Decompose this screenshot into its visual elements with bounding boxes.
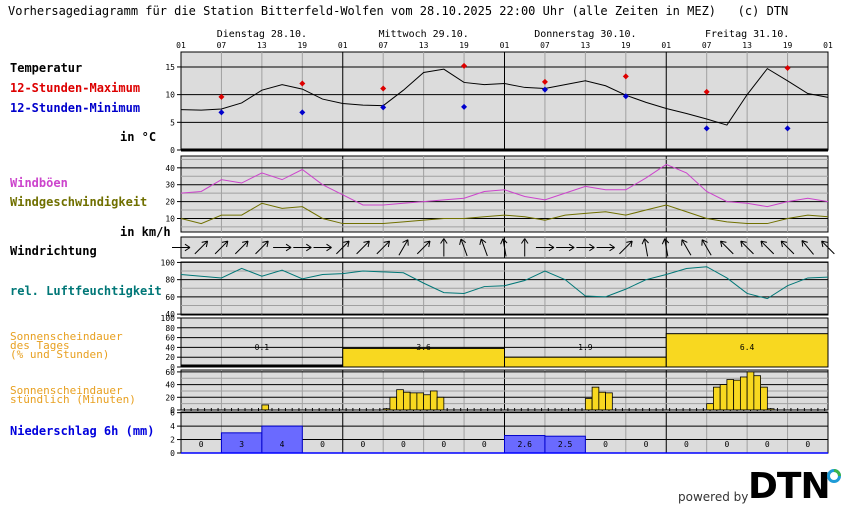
label-wind-speed: Windgeschwindigkeit [10, 195, 148, 209]
svg-text:0: 0 [603, 440, 608, 449]
svg-text:01: 01 [661, 41, 671, 50]
svg-text:19: 19 [297, 41, 307, 50]
powered-by-text: powered by [678, 490, 749, 504]
svg-text:40: 40 [165, 343, 175, 352]
svg-text:60: 60 [165, 334, 175, 343]
svg-text:07: 07 [217, 41, 227, 50]
label-precipitation: Niederschlag 6h (mm) [10, 424, 155, 438]
dtn-logo: DTN [748, 466, 841, 507]
svg-text:0: 0 [684, 440, 689, 449]
svg-text:13: 13 [257, 41, 267, 50]
page-title: Vorhersagediagramm für die Station Bitte… [8, 4, 789, 18]
svg-text:15: 15 [165, 63, 175, 72]
svg-text:40: 40 [165, 164, 175, 173]
svg-text:40: 40 [165, 381, 175, 390]
svg-text:0: 0 [765, 440, 770, 449]
svg-text:10: 10 [165, 214, 175, 223]
svg-text:2.5: 2.5 [558, 440, 573, 449]
svg-text:0: 0 [170, 146, 175, 155]
svg-text:0: 0 [482, 440, 487, 449]
svg-text:100: 100 [161, 258, 176, 267]
svg-text:19: 19 [783, 41, 793, 50]
svg-text:6.4: 6.4 [740, 343, 755, 352]
svg-text:Donnerstag 30.10.: Donnerstag 30.10. [534, 29, 636, 40]
svg-text:07: 07 [540, 41, 550, 50]
svg-text:3.6: 3.6 [416, 343, 431, 352]
svg-text:19: 19 [621, 41, 631, 50]
dtn-logo-circle-icon [827, 469, 841, 483]
label-wind-unit: in km/h [120, 225, 171, 239]
label-min: 12-Stunden-Minimum [10, 101, 141, 115]
svg-text:80: 80 [165, 324, 175, 333]
svg-text:01: 01 [176, 41, 186, 50]
svg-text:2.6: 2.6 [517, 440, 532, 449]
svg-text:6: 6 [170, 409, 175, 418]
svg-text:0: 0 [170, 449, 175, 458]
svg-text:Dienstag 28.10.: Dienstag 28.10. [217, 29, 307, 40]
svg-text:0: 0 [401, 440, 406, 449]
label-temp-unit: in °C [120, 130, 157, 144]
svg-text:13: 13 [419, 41, 429, 50]
svg-text:20: 20 [165, 353, 175, 362]
svg-text:0.1: 0.1 [255, 343, 270, 352]
svg-text:0: 0 [361, 440, 366, 449]
svg-text:01: 01 [823, 41, 833, 50]
svg-text:07: 07 [378, 41, 388, 50]
svg-text:20: 20 [165, 198, 175, 207]
label-sun-hourly-2: stündlich (Minuten) [10, 393, 136, 406]
svg-text:Mittwoch 29.10.: Mittwoch 29.10. [378, 29, 468, 40]
svg-text:20: 20 [165, 393, 175, 402]
label-max: 12-Stunden-Maximum [10, 81, 141, 95]
svg-text:13: 13 [742, 41, 752, 50]
svg-text:4: 4 [280, 440, 285, 449]
label-sun-daily-3: (% und Stunden) [10, 348, 110, 361]
label-sun-daily-1: Sonnenscheindauer [10, 330, 123, 343]
svg-text:0: 0 [805, 440, 810, 449]
svg-text:0: 0 [170, 406, 175, 415]
label-sun-hourly-1: Sonnenscheindauer [10, 384, 123, 397]
svg-text:0: 0 [199, 440, 204, 449]
svg-text:Freitag 31.10.: Freitag 31.10. [705, 29, 789, 40]
svg-text:0: 0 [724, 440, 729, 449]
svg-text:4: 4 [170, 422, 175, 431]
svg-text:3: 3 [239, 440, 244, 449]
svg-text:30: 30 [165, 181, 175, 190]
svg-text:60: 60 [165, 293, 175, 302]
svg-text:60: 60 [165, 368, 175, 377]
svg-text:13: 13 [581, 41, 591, 50]
label-wind-direction: Windrichtung [10, 244, 97, 258]
svg-text:10: 10 [165, 91, 175, 100]
label-gusts: Windböen [10, 176, 68, 190]
svg-text:80: 80 [165, 276, 175, 285]
svg-text:0: 0 [644, 440, 649, 449]
svg-text:0: 0 [320, 440, 325, 449]
svg-text:01: 01 [338, 41, 348, 50]
svg-text:100: 100 [161, 314, 176, 323]
svg-text:40: 40 [165, 310, 175, 319]
svg-text:1.9: 1.9 [578, 343, 593, 352]
label-temperature: Temperatur [10, 61, 83, 75]
svg-text:01: 01 [500, 41, 510, 50]
svg-text:2: 2 [170, 436, 175, 445]
svg-text:19: 19 [459, 41, 469, 50]
svg-text:07: 07 [702, 41, 712, 50]
svg-text:0: 0 [441, 440, 446, 449]
svg-text:0: 0 [170, 363, 175, 372]
svg-text:5: 5 [170, 118, 175, 127]
label-sun-daily-2: des Tages [10, 339, 70, 352]
label-humidity: rel. Luftfeuchtigkeit [10, 284, 162, 298]
